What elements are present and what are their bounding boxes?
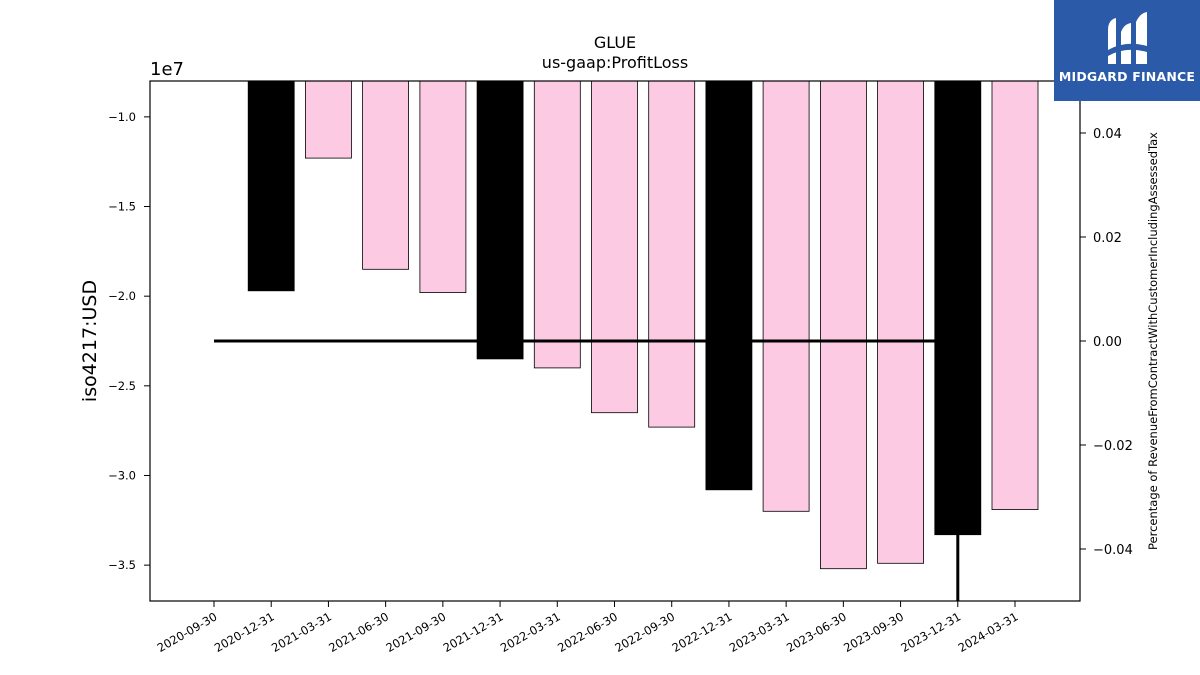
x-tick-label: 2021-12-31 (441, 609, 506, 655)
x-tick-label: 2020-12-31 (212, 609, 277, 655)
bar-2022-03-31 (533, 80, 581, 369)
bar-2020-12-31 (247, 80, 295, 292)
x-tick-label: 2023-12-31 (898, 609, 963, 655)
bar-2021-12-31 (476, 80, 524, 360)
bar-2022-12-31 (705, 80, 753, 491)
logo-mark-icon (1108, 12, 1147, 64)
x-tick-label: 2022-12-31 (670, 609, 735, 655)
bar-2023-09-30 (877, 80, 924, 564)
x-tick-label: 2023-03-31 (727, 609, 792, 655)
x-tick-label: 2024-03-31 (956, 609, 1021, 655)
x-tick-label: 2023-06-30 (784, 609, 849, 655)
y2-tick-label: 0.04 (1093, 127, 1122, 142)
bar-2024-03-31 (991, 80, 1039, 511)
midgard-finance-logo: MIDGARD FINANCE (1054, 0, 1200, 101)
y2-tick-label: 0.02 (1093, 231, 1122, 246)
percentage-line (214, 339, 960, 601)
bar-2022-09-30 (648, 80, 696, 428)
x-tick-label: 2023-09-30 (841, 609, 906, 655)
x-tick-label: 2022-06-30 (555, 609, 620, 655)
y2-tick-label: 0.00 (1093, 335, 1122, 350)
bar-2021-03-31 (304, 80, 352, 159)
x-tick-label: 2021-06-30 (326, 609, 391, 655)
y2-tick-label: −0.04 (1093, 543, 1133, 558)
y2-tick-label: −0.02 (1093, 439, 1133, 454)
x-tick-label: 2021-03-31 (269, 609, 334, 655)
y-tick-label: −3.5 (108, 558, 136, 572)
y-tick-label: −2.5 (108, 379, 136, 393)
y-axis-label: iso4217:USD (79, 280, 101, 402)
logo-text: MIDGARD FINANCE (1058, 69, 1196, 84)
x-tick-label: 2022-09-30 (612, 609, 677, 655)
bar-2021-06-30 (362, 80, 410, 270)
y-tick-label: −2.0 (108, 289, 136, 303)
bar-2023-03-31 (762, 80, 810, 512)
bar-2023-06-30 (820, 80, 867, 570)
y-offset-label: 1e7 (150, 59, 184, 80)
y-tick-label: −1.0 (108, 110, 136, 124)
bar-2021-09-30 (419, 80, 467, 294)
y-tick-label: −1.5 (108, 200, 136, 214)
x-tick-label: 2021-09-30 (383, 609, 448, 655)
x-tick-label: 2020-09-30 (155, 609, 220, 655)
y2-axis-label: Percentage of RevenueFromContractWithCus… (1146, 132, 1160, 550)
chart-subtitle: us-gaap:ProfitLoss (542, 53, 688, 72)
bar-2022-06-30 (591, 80, 638, 414)
plot-layer (214, 80, 1039, 601)
x-tick-label: 2022-03-31 (498, 609, 563, 655)
chart-title: GLUE (594, 33, 636, 52)
y-tick-label: −3.0 (108, 468, 136, 482)
